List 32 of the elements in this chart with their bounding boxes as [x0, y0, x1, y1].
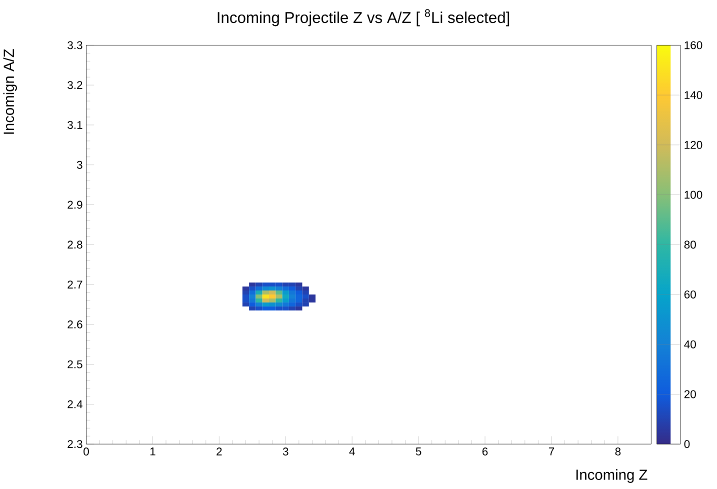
- y-tick-label: 2.4: [68, 400, 82, 408]
- y-tick-label: 2.7: [68, 280, 82, 288]
- x-axis-title: Incoming Z: [576, 469, 648, 483]
- y-tick-label: 2.5: [68, 360, 82, 368]
- color-bar-label: 80: [684, 240, 696, 248]
- color-bar-label: 60: [684, 290, 696, 298]
- color-bar-label: 120: [684, 140, 702, 149]
- y-tick-label: 2.8: [68, 240, 82, 248]
- x-tick-label: 6: [482, 447, 488, 456]
- y-tick-label: 3.3: [68, 41, 82, 50]
- y-tick-label: 2.3: [68, 440, 82, 448]
- x-tick-label: 2: [216, 447, 222, 456]
- x-tick-label: 1: [150, 447, 156, 456]
- y-axis-title: Incomign A/Z: [3, 48, 17, 134]
- color-bar-label: 40: [684, 340, 696, 348]
- y-tick-label: 3.2: [68, 80, 82, 89]
- chart-title: Incoming Projectile Z vs A/Z [ $^{8}$Li selected]: [218, 9, 510, 26]
- x-tick-label: 0: [84, 447, 89, 456]
- y-tick-label: 3: [76, 160, 82, 169]
- color-bar-label: 140: [684, 90, 702, 99]
- x-tick-label: 4: [349, 447, 355, 456]
- y-tick-label: 3.1: [68, 120, 82, 129]
- x-tick-label: 5: [416, 447, 422, 456]
- x-tick-label: 7: [548, 447, 554, 456]
- y-tick-label: 2.9: [68, 200, 82, 209]
- color-bar-label: 20: [684, 390, 696, 398]
- x-tick-label: 8: [615, 447, 621, 456]
- y-tick-label: 2.6: [68, 320, 82, 328]
- color-bar-label: 160: [684, 41, 702, 50]
- x-tick-label: 3: [282, 447, 288, 456]
- color-bar-label: 0: [684, 440, 690, 448]
- color-bar-label: 100: [684, 190, 702, 199]
